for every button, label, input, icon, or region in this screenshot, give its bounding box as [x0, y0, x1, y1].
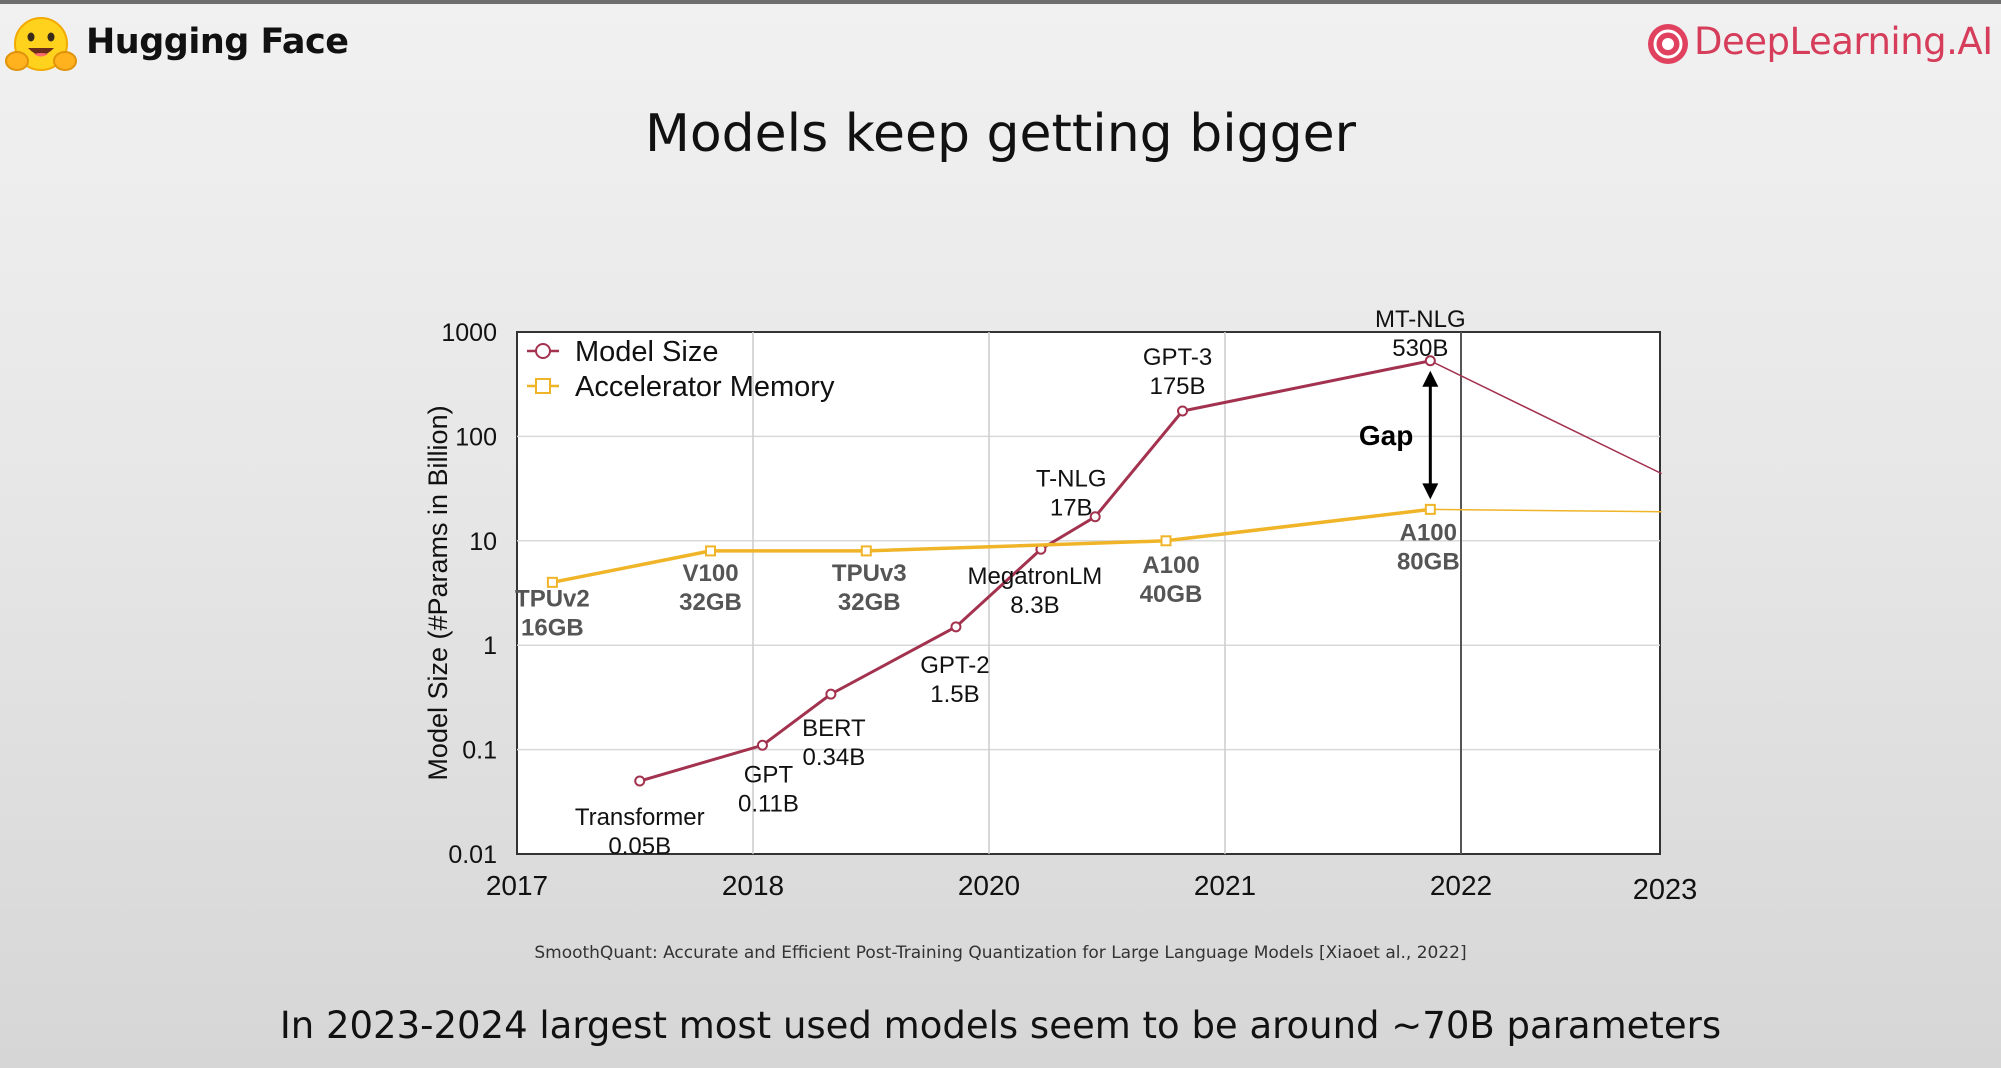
- y-tick-label: 100: [455, 423, 497, 451]
- data-label: A100: [1142, 552, 1199, 579]
- deeplearning-ai-logo-icon: [1648, 24, 1688, 64]
- y-tick-label: 10: [469, 528, 497, 556]
- gap-arrow-down: [1422, 483, 1439, 500]
- data-point: [634, 775, 646, 787]
- y-tick-label: 0.1: [462, 737, 497, 765]
- hugging-face-brand: Hugging Face: [86, 22, 349, 62]
- y-tick-label: 1000: [441, 319, 497, 347]
- data-label: GPT-2: [920, 652, 989, 679]
- slide-title: Models keep getting bigger: [644, 104, 1357, 164]
- data-label: MegatronLM: [968, 563, 1103, 590]
- gap-arrow-up: [1422, 370, 1439, 387]
- legend-marker: [535, 343, 551, 359]
- x-tick-label: 2023: [1633, 874, 1698, 906]
- trend-line: [1430, 508, 1662, 513]
- trend-line: [1429, 360, 1662, 475]
- data-label: Transformer: [575, 804, 705, 831]
- data-label: TPUv2: [515, 585, 590, 612]
- data-label: 175B: [1149, 373, 1205, 400]
- data-label: GPT-3: [1143, 344, 1212, 371]
- data-point: [1424, 503, 1436, 515]
- gap-annotation: Gap: [1359, 370, 1439, 500]
- x-tick-label: 2022: [1430, 870, 1492, 901]
- x-tick-label: 2018: [722, 870, 784, 901]
- data-point: [1424, 355, 1436, 367]
- data-label: 0.05B: [608, 833, 671, 860]
- data-point: [705, 545, 717, 557]
- data-label: 8.3B: [1010, 592, 1059, 619]
- data-label: GPT: [744, 761, 794, 788]
- data-label: V100: [682, 560, 738, 587]
- data-point: [1177, 405, 1189, 417]
- data-label: TPUv3: [832, 560, 907, 587]
- y-tick-labels: 0.01 0.1 1 10 100 1000: [441, 319, 497, 869]
- deeplearning-ai-brand: DeepLearning.AI: [1694, 20, 1993, 63]
- grid-lines: [517, 332, 1660, 854]
- hugging-face-emoji-icon: [5, 17, 77, 71]
- data-label: MT-NLG: [1375, 306, 1466, 333]
- y-tick-label: 1: [483, 632, 497, 660]
- plot-area: [516, 331, 1661, 855]
- series-accelerator-memory: TPUv216GBV10032GBTPUv332GBA10040GBA10080…: [515, 503, 1662, 641]
- data-point: [756, 739, 768, 751]
- legend-marker: [535, 378, 551, 394]
- data-label: 40GB: [1140, 581, 1203, 608]
- data-label: 80GB: [1397, 548, 1460, 575]
- gap-label: Gap: [1359, 420, 1413, 451]
- footer-note: In 2023-2024 largest most used models se…: [279, 1004, 1722, 1047]
- data-label: 0.11B: [738, 790, 799, 817]
- data-label: T-NLG: [1036, 466, 1107, 493]
- data-label: 17B: [1050, 495, 1093, 522]
- y-tick-label: 0.01: [448, 841, 497, 869]
- data-point: [1089, 511, 1101, 523]
- legend-label: Model Size: [575, 336, 718, 368]
- data-label: A100: [1400, 519, 1457, 546]
- x-tick-labels: 2017 2018 2020 2021 2022 2023: [486, 870, 1697, 906]
- data-label: 32GB: [679, 589, 742, 616]
- window-top-edge: [0, 0, 2001, 4]
- data-label: 16GB: [521, 614, 584, 641]
- y-axis-label: Model Size (#Params in Billion): [423, 405, 453, 780]
- x-tick-label: 2020: [958, 870, 1020, 901]
- legend-label: Accelerator Memory: [575, 371, 835, 403]
- data-point: [1160, 535, 1172, 547]
- data-label: 0.34B: [803, 744, 866, 771]
- citation: SmoothQuant: Accurate and Efficient Post…: [534, 943, 1467, 963]
- data-point: [860, 545, 872, 557]
- data-label: BERT: [802, 715, 866, 742]
- data-label: 1.5B: [930, 681, 979, 708]
- data-point: [546, 576, 558, 588]
- data-label: 32GB: [838, 589, 901, 616]
- data-point: [825, 688, 837, 700]
- data-label: 530B: [1392, 335, 1448, 362]
- x-tick-label: 2017: [486, 870, 548, 901]
- data-point: [950, 621, 962, 633]
- x-tick-label: 2021: [1194, 870, 1256, 901]
- series-line: [639, 359, 1431, 783]
